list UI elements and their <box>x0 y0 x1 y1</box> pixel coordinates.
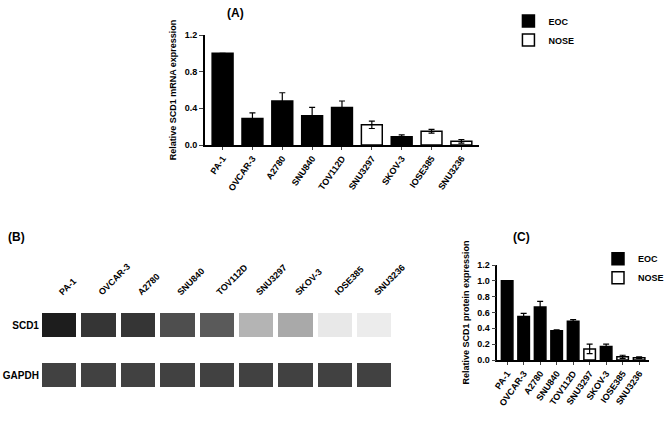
svg-text:0.4: 0.4 <box>477 323 490 333</box>
svg-text:(B): (B) <box>8 230 25 244</box>
svg-text:0.0: 0.0 <box>477 355 490 365</box>
svg-text:0.6: 0.6 <box>477 308 490 318</box>
svg-text:SNU3236: SNU3236 <box>614 369 645 407</box>
svg-text:OVCAR-3: OVCAR-3 <box>97 262 133 298</box>
svg-text:SKOV-3: SKOV-3 <box>293 267 323 297</box>
svg-text:TOV112D: TOV112D <box>548 369 579 407</box>
svg-text:1.2: 1.2 <box>477 260 490 270</box>
svg-text:IOSE385: IOSE385 <box>408 154 437 190</box>
svg-text:SNU3236: SNU3236 <box>372 263 407 298</box>
svg-text:PA-1: PA-1 <box>493 369 513 391</box>
svg-text:1.0: 1.0 <box>477 276 490 286</box>
svg-text:Relative SCD1 protein expressi: Relative SCD1 protein expression <box>461 240 471 384</box>
svg-text:0.8: 0.8 <box>477 292 490 302</box>
svg-text:(A): (A) <box>227 6 244 20</box>
svg-text:EOC: EOC <box>638 254 658 264</box>
svg-text:0.8: 0.8 <box>185 67 198 77</box>
svg-text:EOC: EOC <box>548 17 568 27</box>
svg-text:SNU3297: SNU3297 <box>347 154 378 192</box>
svg-text:SKOV-3: SKOV-3 <box>380 154 407 187</box>
svg-text:Relative SCD1 mRNA expression: Relative SCD1 mRNA expression <box>168 20 178 161</box>
svg-text:A2780: A2780 <box>264 154 287 181</box>
svg-text:SNU840: SNU840 <box>534 369 562 403</box>
svg-text:0.4: 0.4 <box>185 103 198 113</box>
svg-text:(C): (C) <box>513 230 530 244</box>
svg-text:TOV112D: TOV112D <box>215 262 250 297</box>
svg-text:IOSE385: IOSE385 <box>333 264 366 297</box>
svg-text:PA-1: PA-1 <box>208 154 228 176</box>
svg-text:OVCAR-3: OVCAR-3 <box>498 369 529 408</box>
svg-text:SNU840: SNU840 <box>290 154 318 188</box>
svg-text:0.2: 0.2 <box>477 339 490 349</box>
svg-text:SNU3297: SNU3297 <box>254 263 289 298</box>
svg-text:NOSE: NOSE <box>638 273 664 283</box>
svg-text:A2780: A2780 <box>136 271 162 297</box>
svg-text:OVCAR-3: OVCAR-3 <box>226 154 257 193</box>
svg-text:NOSE: NOSE <box>548 36 574 46</box>
svg-text:SNU840: SNU840 <box>175 266 206 297</box>
svg-text:PA-1: PA-1 <box>57 276 78 297</box>
svg-text:TOV112D: TOV112D <box>317 154 348 192</box>
svg-text:GAPDH: GAPDH <box>3 370 39 381</box>
svg-text:SKOV-3: SKOV-3 <box>584 369 611 402</box>
svg-text:0.0: 0.0 <box>185 140 198 150</box>
svg-text:A2780: A2780 <box>522 369 545 396</box>
svg-text:1.2: 1.2 <box>185 30 198 40</box>
svg-text:SNU3297: SNU3297 <box>564 369 595 407</box>
svg-text:SNU3236: SNU3236 <box>436 154 467 192</box>
svg-text:IOSE385: IOSE385 <box>599 369 628 405</box>
svg-text:SCD1: SCD1 <box>12 320 39 331</box>
